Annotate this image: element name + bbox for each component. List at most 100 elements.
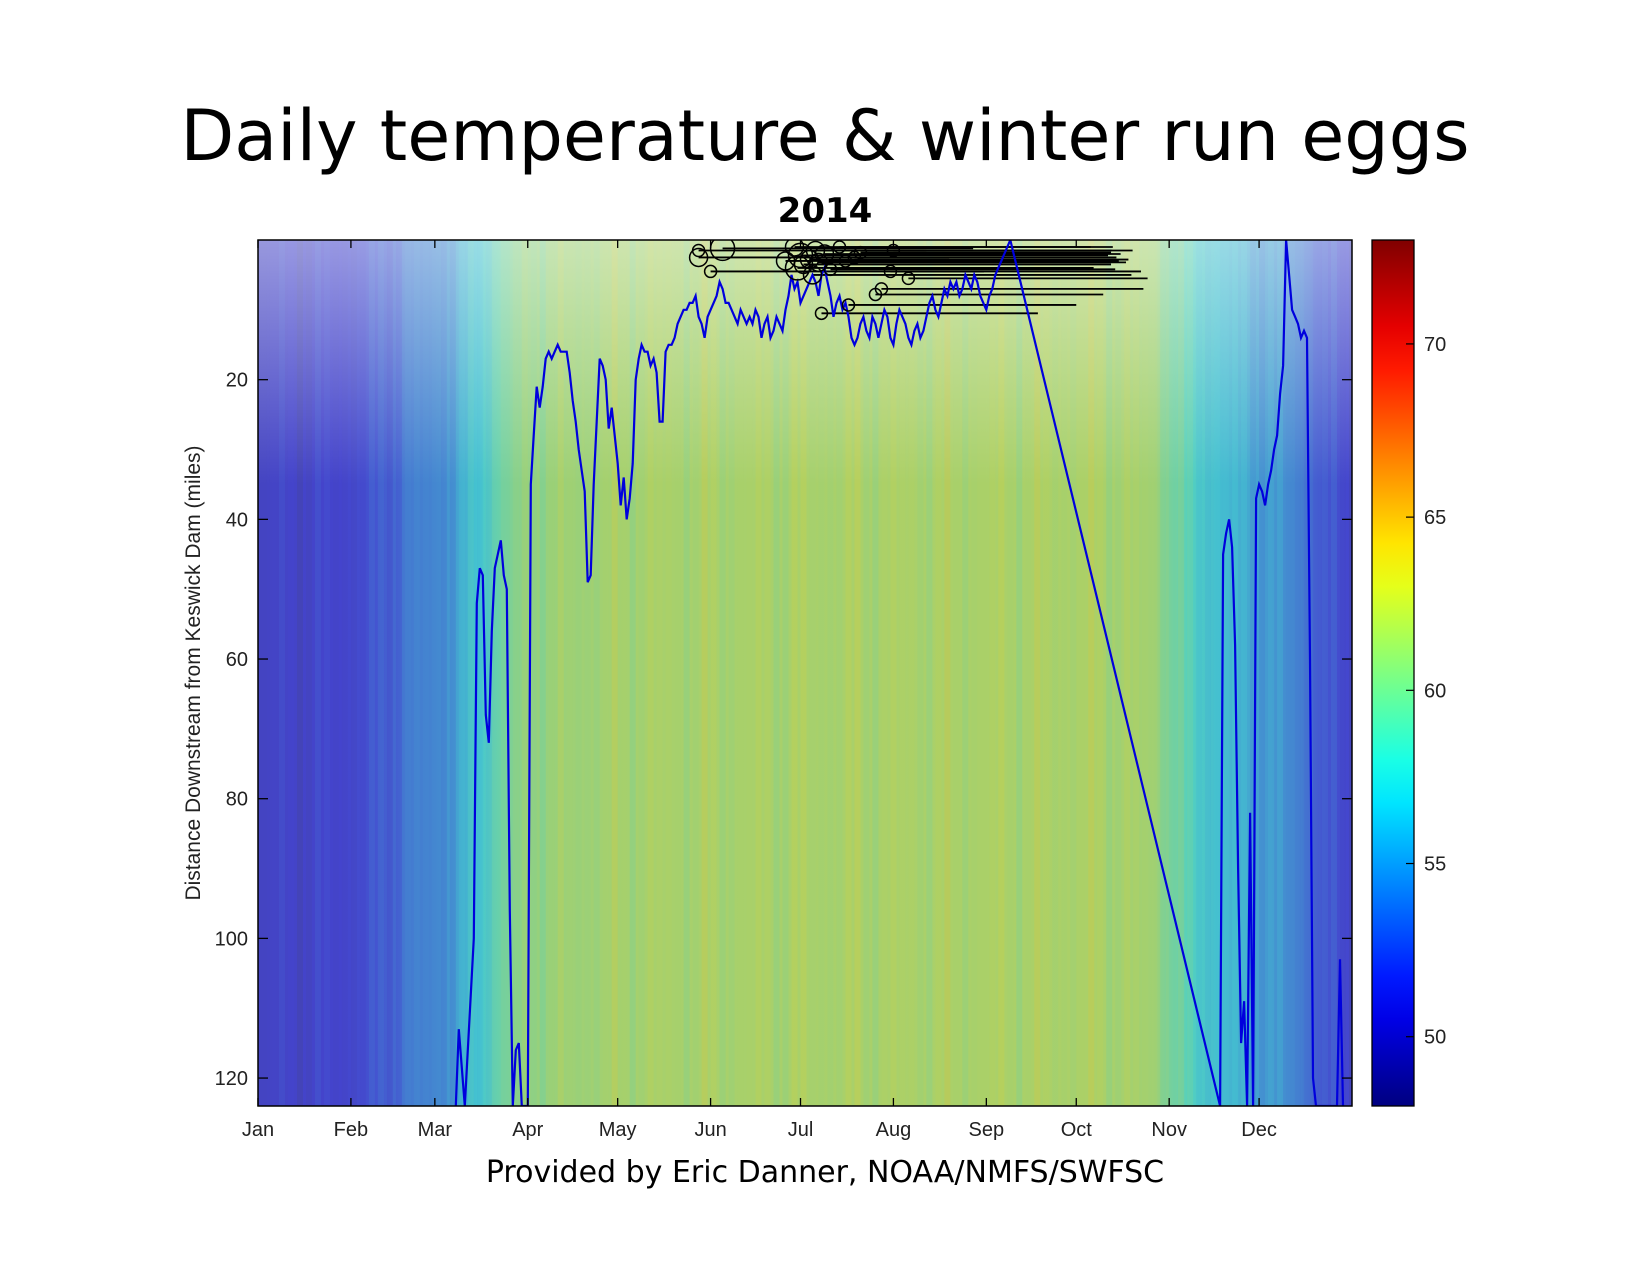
heatmap-stripe — [674, 240, 681, 1106]
y-tick-label: 40 — [226, 509, 248, 531]
heatmap-stripe — [413, 240, 420, 1106]
heatmap-stripe — [512, 240, 519, 1106]
egg-marker — [841, 298, 856, 312]
heatmap-stripe — [269, 240, 276, 1106]
heatmap-stripe — [1061, 240, 1068, 1106]
heatmap-stripe — [422, 240, 429, 1106]
egg-marker — [883, 264, 898, 279]
heatmap-stripe — [1178, 240, 1185, 1106]
egg-lines — [698, 246, 1148, 315]
heatmap-stripe — [665, 240, 672, 1106]
x-tick-label: Feb — [334, 1119, 368, 1141]
heatmap-stripe — [557, 240, 564, 1106]
heatmap-stripe — [1043, 240, 1050, 1106]
heatmap-stripe — [1268, 240, 1275, 1106]
egg-marker — [802, 265, 823, 285]
egg-marker — [853, 245, 868, 260]
x-tick-label: Nov — [1151, 1119, 1187, 1141]
heatmap-stripe — [1250, 240, 1257, 1106]
heatmap-stripe — [791, 240, 798, 1106]
heatmap-stripe — [908, 240, 915, 1106]
heatmap-stripe — [899, 240, 906, 1106]
heatmap-stripe — [962, 240, 969, 1106]
y-tick-label: 80 — [226, 789, 248, 811]
x-tick-label: Apr — [512, 1119, 543, 1141]
colorbar-ticks: 50 55 60 65 70 — [1406, 334, 1446, 1049]
heatmap-stripe — [620, 240, 627, 1106]
heatmap-stripe — [314, 240, 321, 1106]
heatmap-stripe — [1160, 240, 1167, 1106]
heatmap-stripe — [773, 240, 780, 1106]
heatmap-stripe — [1205, 240, 1212, 1106]
heatmap-stripe — [1106, 240, 1113, 1106]
heatmap-stripe — [935, 240, 942, 1106]
heatmap-stripe — [683, 240, 690, 1106]
slide-title: Daily temperature & winter run eggs — [180, 95, 1470, 177]
heatmap-stripe — [656, 240, 663, 1106]
egg-marker — [814, 306, 829, 321]
heatmap-stripe — [1133, 240, 1140, 1106]
egg-marker — [691, 243, 706, 258]
heatmap-stripe — [1169, 240, 1176, 1106]
egg-marker — [703, 264, 718, 279]
heatmap-stripe — [1340, 240, 1347, 1106]
heatmap-stripe — [386, 240, 393, 1106]
heatmap-stripe — [827, 240, 834, 1106]
heatmap-stripe — [458, 240, 465, 1106]
heatmap-stripe — [764, 240, 771, 1106]
heatmap-stripe — [1331, 240, 1338, 1106]
heatmap-stripe — [1259, 240, 1266, 1106]
heatmap-stripe — [539, 240, 546, 1106]
heatmap-stripe — [305, 240, 312, 1106]
heatmap-stripe — [404, 240, 411, 1106]
heatmap-stripe — [431, 240, 438, 1106]
heatmap-stripe — [1007, 240, 1014, 1106]
colorbar-tick-label: 70 — [1424, 334, 1446, 356]
egg-marker — [709, 240, 736, 262]
heatmap-stripe — [1070, 240, 1077, 1106]
heatmap-stripe — [530, 240, 537, 1106]
colorbar: 50 55 60 65 70 — [1371, 239, 1446, 1107]
colorbar-tick-label: 65 — [1424, 507, 1446, 529]
heatmap-stripe — [719, 240, 726, 1106]
heatmap-stripe — [1088, 240, 1095, 1106]
egg-marker — [814, 244, 835, 264]
egg-marker — [838, 254, 853, 268]
heatmap-stripe — [818, 240, 825, 1106]
heatmap-stripe — [260, 240, 267, 1106]
heatmap-stripe — [701, 240, 708, 1106]
heatmap-stripe — [1304, 240, 1311, 1106]
egg-marker — [823, 262, 838, 277]
heatmap-stripe — [476, 240, 483, 1106]
heatmap-stripe — [1025, 240, 1032, 1106]
y-tick-label: 60 — [226, 649, 248, 671]
heatmap-stripe — [863, 240, 870, 1106]
heatmap-stripe — [584, 240, 591, 1106]
heatmap-stripe — [485, 240, 492, 1106]
x-tick-label: Jun — [694, 1119, 726, 1141]
heatmap-stripe — [548, 240, 555, 1106]
heatmap-stripe — [953, 240, 960, 1106]
plot-area — [258, 240, 1352, 1106]
heatmap-stripe — [926, 240, 933, 1106]
threshold-line — [448, 240, 1345, 1106]
colorbar-scale — [1371, 239, 1415, 1107]
heatmap-stripe — [1295, 240, 1302, 1106]
heatmap-stripe — [629, 240, 636, 1106]
heatmap-stripe — [1313, 240, 1320, 1106]
heatmap-stripe — [737, 240, 744, 1106]
heatmap-stripe — [782, 240, 789, 1106]
x-axis: Jan Feb Mar Apr May Jun Jul Aug Sep Oct Nov Dec — [242, 240, 1277, 1141]
heatmap-stripe — [998, 240, 1005, 1106]
heatmap-stripe — [1214, 240, 1221, 1106]
heatmap-stripe — [323, 240, 330, 1106]
heatmap-stripe — [332, 240, 339, 1106]
heatmap-stripe — [449, 240, 456, 1106]
x-tick-label: Mar — [418, 1119, 453, 1141]
heatmap-stripe — [1079, 240, 1086, 1106]
heatmap-stripe — [836, 240, 843, 1106]
heatmap-stripe — [278, 240, 285, 1106]
heatmap-stripe — [917, 240, 924, 1106]
heatmap-stripe — [1142, 240, 1149, 1106]
